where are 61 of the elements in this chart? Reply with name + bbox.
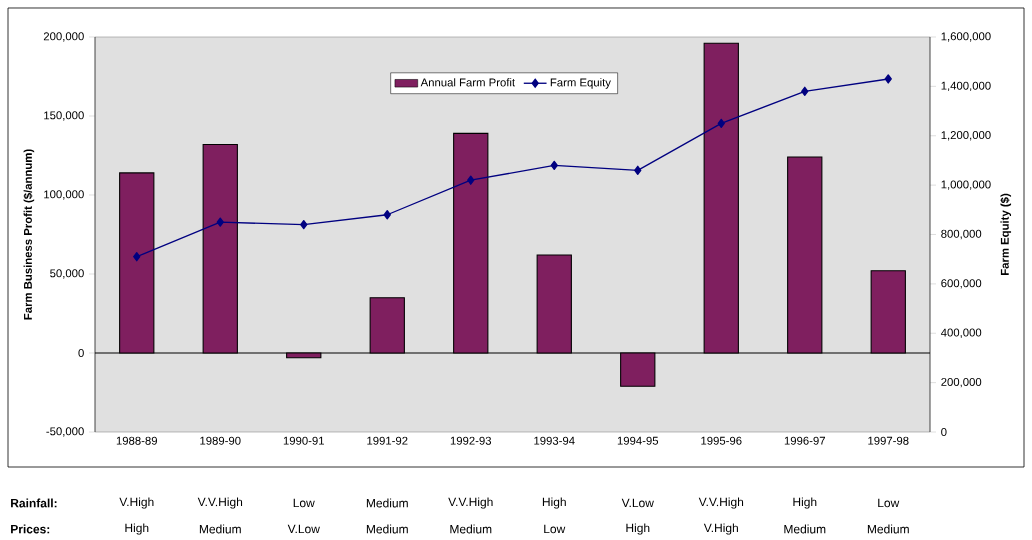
- y-axis-title: Farm Business Profit ($/annum): [23, 149, 35, 320]
- y-tick-label: 200,000: [43, 32, 84, 42]
- text: Prices:: [11, 524, 50, 534]
- x-tick-label: 1993-94: [534, 436, 575, 445]
- point: [717, 118, 725, 129]
- y2-axis-title: Farm Equity ($): [1000, 193, 1012, 275]
- x-tick-label: 1991-92: [367, 436, 408, 445]
- x-tick-label: 1994-95: [617, 436, 659, 445]
- y2-tick-label: 400,000: [940, 328, 982, 338]
- text: Medium: [199, 524, 241, 534]
- y-tick-label: -50,000: [46, 427, 84, 437]
- text: V.High: [119, 497, 154, 509]
- text: High: [626, 523, 650, 535]
- text: V.High: [703, 523, 738, 535]
- point: [550, 160, 558, 171]
- y-tick-label: 0: [78, 349, 84, 358]
- x-tick-label: 1988-89: [116, 436, 158, 445]
- x-tick-label: 1996-97: [784, 436, 825, 445]
- x-tick-label: 1995-96: [701, 436, 742, 445]
- text: Rainfall:: [11, 498, 57, 508]
- text: V.V.High: [448, 497, 493, 509]
- point: [634, 165, 642, 175]
- legend-label: Farm Equity: [550, 78, 611, 89]
- x-tick-label: 1989-90: [200, 436, 241, 445]
- y2-tick-label: 1,200,000: [941, 131, 991, 141]
- text: V.V.High: [197, 497, 243, 509]
- text: Medium: [366, 498, 408, 508]
- y-tick-label: 150,000: [44, 111, 84, 121]
- text: Medium: [450, 524, 492, 534]
- text: Low: [544, 524, 566, 534]
- text: V.V.High: [698, 497, 744, 509]
- x-tick-label: 1997-98: [868, 436, 909, 445]
- x-tick-label: 1990-91: [283, 436, 324, 445]
- text: High: [125, 523, 149, 535]
- point: [383, 210, 391, 220]
- y2-tick-label: 200,000: [941, 377, 982, 388]
- y2-tick-label: 1,400,000: [941, 81, 991, 92]
- point: [467, 175, 475, 185]
- point: [216, 217, 224, 227]
- text: Low: [878, 498, 900, 508]
- y2-tick-label: 800,000: [941, 229, 982, 240]
- y-tick-label: 50,000: [50, 269, 84, 279]
- text: V.Low: [287, 524, 320, 534]
- y2-tick-label: 600,000: [941, 279, 982, 289]
- y2-tick-label: 0: [941, 428, 947, 437]
- text: Medium: [366, 524, 408, 534]
- y2-tick-label: 1,600,000: [941, 32, 991, 42]
- text: High: [793, 497, 817, 509]
- text: V.Low: [621, 498, 654, 508]
- point: [133, 252, 141, 262]
- text: Medium: [784, 524, 826, 534]
- legend-label: Annual Farm Profit: [420, 78, 516, 87]
- y2-tick-label: 1,000,000: [941, 180, 991, 190]
- y-tick-label: 100,000: [44, 190, 84, 200]
- point: [300, 219, 308, 230]
- point: [801, 86, 809, 96]
- point: [884, 74, 892, 84]
- text: Low: [293, 498, 315, 508]
- x-tick-label: 1992-93: [450, 436, 492, 445]
- text: High: [542, 497, 566, 509]
- text: Medium: [867, 524, 909, 534]
